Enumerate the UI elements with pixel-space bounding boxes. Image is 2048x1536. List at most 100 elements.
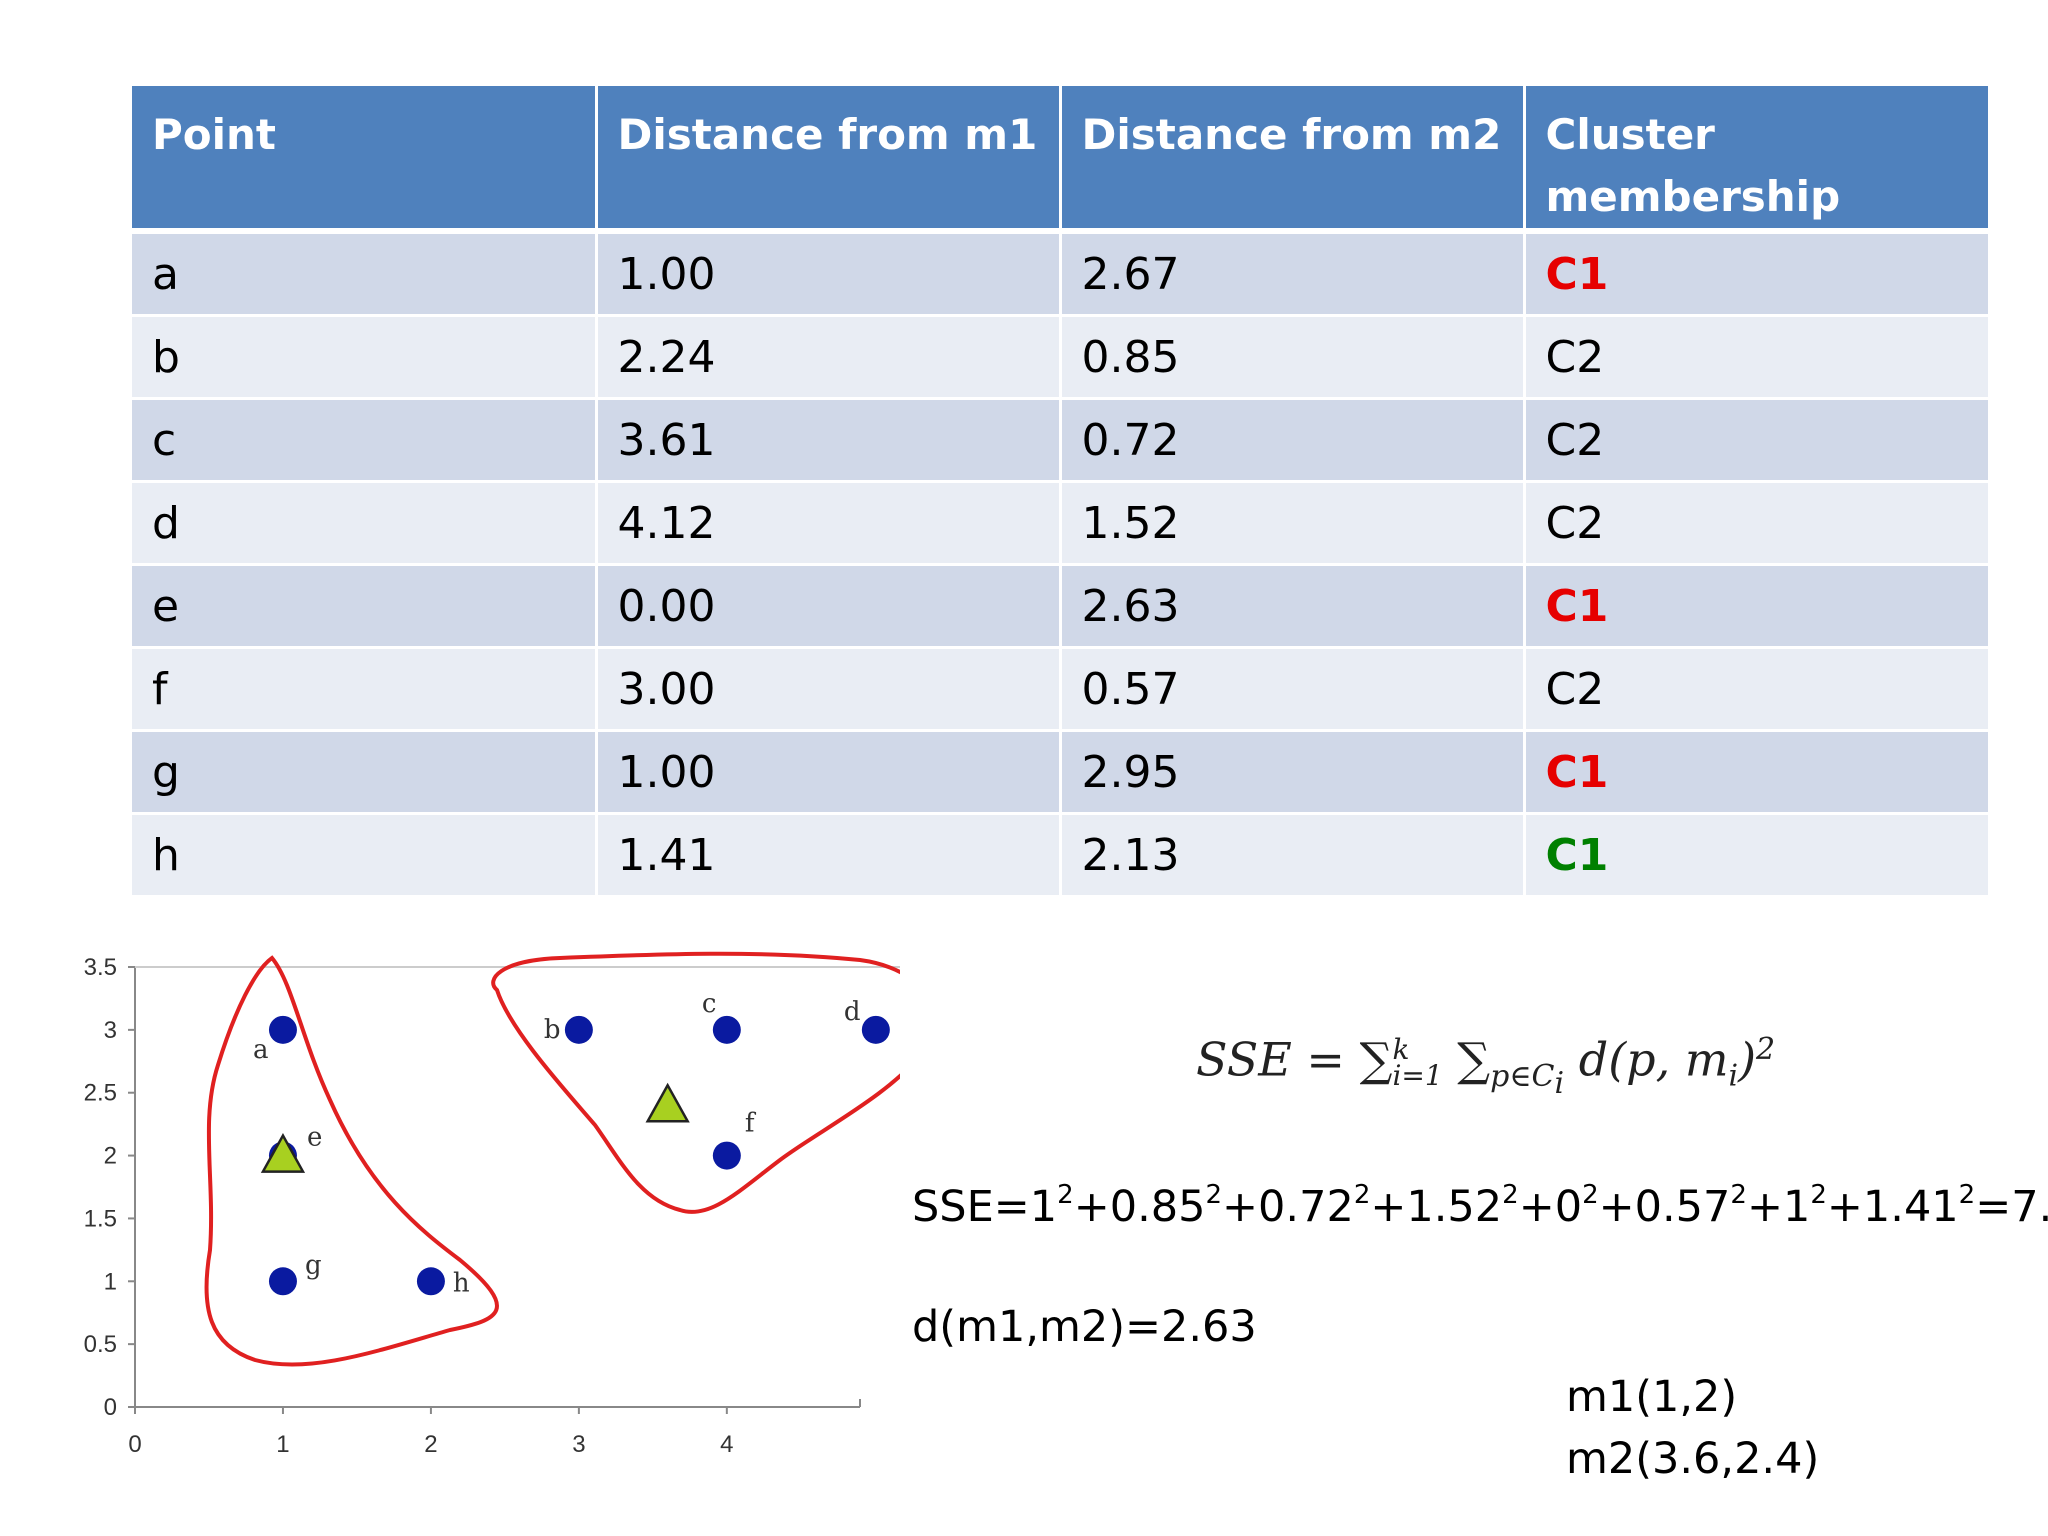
table-header-row: Point Distance from m1 Distance from m2 …: [132, 86, 1988, 234]
header-point: Point: [132, 86, 598, 234]
cluster-2-outline: [491, 951, 900, 1214]
x-tick-label: 3: [572, 1431, 585, 1458]
data-point-a: [268, 1015, 297, 1044]
plot-marks: a e g h b c d f: [253, 989, 890, 1298]
sse-exponent: 2: [1057, 1180, 1074, 1210]
point-cell: e: [132, 564, 598, 649]
sse-formula-label: SSE: [1196, 1032, 1292, 1087]
inner-sum-subscript: p∈C: [1490, 1058, 1555, 1094]
data-point-g: [268, 1267, 297, 1296]
distance-m2-cell: 1.52: [1060, 481, 1526, 566]
point-label-c: c: [702, 989, 717, 1019]
distance-m2-cell: 2.13: [1060, 813, 1526, 898]
cluster-cell: C1: [1524, 813, 1988, 898]
distance-m1-cell: 3.61: [596, 398, 1062, 483]
distance-term: d(p, m: [1578, 1032, 1729, 1087]
y-tick-label: 3.5: [84, 954, 117, 981]
distance-m1-cell: 2.24: [596, 315, 1062, 400]
cluster-cell: C2: [1524, 647, 1988, 732]
inner-sum-index: i: [1554, 1065, 1565, 1101]
sse-term: +0.85: [1073, 1182, 1206, 1232]
cluster-cell: C1: [1524, 231, 1988, 317]
sse-exponent: 2: [1958, 1180, 1976, 1210]
point-cell: b: [132, 315, 598, 400]
centroid-m2-marker: [645, 1082, 690, 1123]
sum-bounds: k i=1: [1392, 1036, 1443, 1093]
table-row: b 2.24 0.85 C2: [132, 315, 1988, 400]
distance-m1-cell: 4.12: [596, 481, 1062, 566]
point-cell: h: [132, 813, 598, 898]
sse-term: SSE=1: [912, 1182, 1058, 1232]
distance-close: ): [1738, 1032, 1757, 1087]
point-label-d: d: [844, 997, 861, 1027]
sse-value-line: SSE=12+0.852+0.722+1.522+02+0.572+12+1.4…: [912, 1180, 2048, 1232]
distance-m2-cell: 2.63: [1060, 564, 1526, 649]
table-row: c 3.61 0.72 C2: [132, 398, 1988, 483]
table-row: e 0.00 2.63 C1: [132, 564, 1988, 649]
x-tick-label: 1: [276, 1431, 289, 1458]
sum-upper-bound: k: [1392, 1033, 1410, 1067]
point-label-h: h: [453, 1268, 470, 1298]
table-row: h 1.41 2.13 C1: [132, 813, 1988, 898]
sse-exponent: 2: [1502, 1180, 1519, 1210]
data-point-b: [564, 1015, 593, 1044]
plot-axes: 0 0.5 1 1.5 2 2.5 3 3.5 0 1 2 3 4: [84, 954, 900, 1458]
point-label-g: g: [305, 1250, 322, 1280]
sse-exponent: 2: [1810, 1180, 1827, 1210]
sse-term: +0: [1518, 1182, 1583, 1232]
point-label-b: b: [544, 1015, 561, 1045]
x-tick-label: 4: [720, 1431, 733, 1458]
table-row: g 1.00 2.95 C1: [132, 730, 1988, 815]
y-tick-label: 1: [104, 1268, 117, 1295]
distance-m1-cell: 1.41: [596, 813, 1062, 898]
distance-m2-cell: 0.57: [1060, 647, 1526, 732]
x-tick-label: 2: [424, 1431, 437, 1458]
cluster-1-outline: [204, 955, 499, 1367]
table-row: f 3.00 0.57 C2: [132, 647, 1988, 732]
table-row: d 4.12 1.52 C2: [132, 481, 1988, 566]
sse-formula-equals: =: [1306, 1032, 1345, 1087]
y-tick-label: 0.5: [84, 1331, 117, 1358]
distance-m2-cell: 0.72: [1060, 398, 1526, 483]
cluster-cell: C2: [1524, 398, 1988, 483]
y-tick-label: 1.5: [84, 1205, 117, 1232]
sse-exponent: 2: [1582, 1180, 1599, 1210]
point-cell: d: [132, 481, 598, 566]
point-label-f: f: [745, 1109, 757, 1139]
sum-symbol-outer: ∑: [1359, 1032, 1393, 1087]
y-tick-label: 3: [104, 1017, 117, 1044]
header-cluster-membership: Cluster membership: [1524, 86, 1988, 234]
y-tick-label: 2.5: [84, 1080, 117, 1107]
header-distance-m1: Distance from m1: [596, 86, 1062, 234]
cluster-outlines: [204, 951, 900, 1367]
table-row: a 1.00 2.67 C1: [132, 231, 1988, 317]
data-point-f: [712, 1141, 741, 1170]
point-label-e: e: [307, 1123, 322, 1153]
sse-term: +0.57: [1598, 1182, 1731, 1232]
distance-m1-cell: 1.00: [596, 730, 1062, 815]
cluster-cell: C1: [1524, 730, 1988, 815]
sum-lower-bound: i=1: [1392, 1059, 1443, 1093]
distance-table: Point Distance from m1 Distance from m2 …: [132, 86, 1988, 898]
sse-term: +1.41: [1826, 1182, 1959, 1232]
sse-term: +1.52: [1370, 1182, 1503, 1232]
m2-coordinates: m2(3.6,2.4): [1566, 1434, 1820, 1484]
cluster-scatter-plot: 0 0.5 1 1.5 2 2.5 3 3.5 0 1 2 3 4 a e g h b c d f: [84, 951, 900, 1458]
x-tick-label: 0: [128, 1431, 141, 1458]
point-cell: g: [132, 730, 598, 815]
point-label-a: a: [253, 1035, 269, 1065]
distance-index: i: [1728, 1058, 1739, 1094]
data-point-c: [712, 1015, 741, 1044]
y-tick-label: 2: [104, 1143, 117, 1170]
point-cell: f: [132, 647, 598, 732]
distance-m1-cell: 3.00: [596, 647, 1062, 732]
sse-term: +1: [1746, 1182, 1811, 1232]
table-body: a 1.00 2.67 C1 b 2.24 0.85 C2 c 3.61 0.72 C2 d 4.12 1.…: [132, 231, 1988, 898]
sse-formula: SSE = ∑k i=1 ∑p∈Ci d(p, mi)2: [1196, 1032, 1775, 1101]
sse-exponent: 2: [1205, 1180, 1223, 1210]
centroid-distance: d(m1,m2)=2.63: [912, 1302, 1257, 1352]
data-point-d: [861, 1015, 890, 1044]
distance-m1-cell: 1.00: [596, 231, 1062, 317]
point-cell: a: [132, 231, 598, 317]
cluster-cell: C2: [1524, 315, 1988, 400]
